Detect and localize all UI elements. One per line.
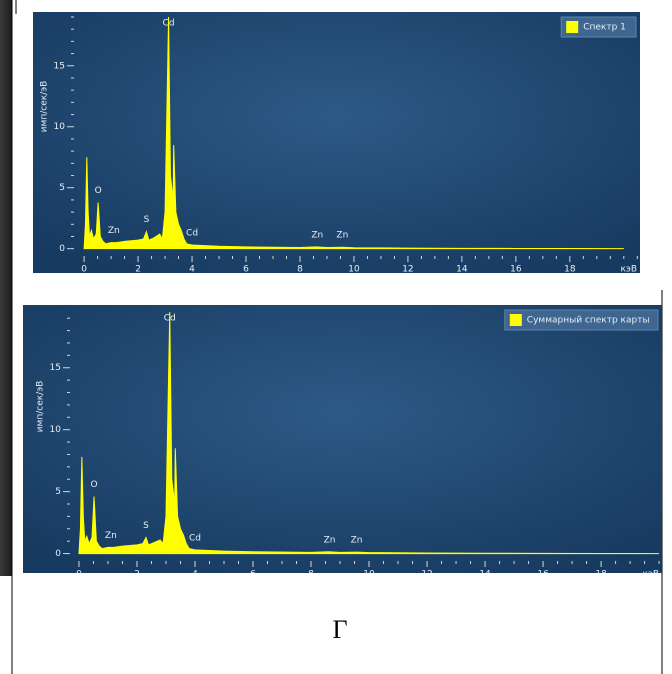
legend-swatch [509, 314, 522, 326]
x-axis-label: кэВ [642, 570, 659, 574]
peak-label: Zn [311, 230, 323, 240]
peak-label: Zn [108, 226, 120, 236]
peak-label: Zn [336, 231, 348, 241]
x-tick-label: 6 [250, 570, 256, 574]
legend-label: Суммарный спектр карты [527, 316, 650, 326]
x-tick-label: 12 [402, 265, 413, 274]
spectrum-panel: 0 5 10 15 0 2 4 6 8 10 12 14 16 18 кэВ имп/сек/эВ O Zn S Cd… [33, 12, 640, 273]
x-tick-label: 14 [479, 570, 491, 574]
x-tick-label: 16 [510, 265, 522, 274]
peak-label: Zn [105, 531, 117, 541]
y-tick-label: 10 [50, 425, 62, 435]
x-tick-label: 0 [76, 570, 82, 574]
legend-label: Спектр 1 [583, 23, 626, 33]
y-tick-label: 15 [50, 363, 61, 373]
peak-label: S [143, 521, 149, 531]
image-strip [0, 0, 12, 576]
x-tick-label: 16 [537, 570, 549, 574]
x-tick-label: 4 [192, 570, 198, 574]
y-axis-label: имп/сек/эВ [40, 81, 50, 133]
y-tick-label: 15 [54, 61, 65, 71]
x-tick-label: 6 [243, 265, 249, 274]
y-tick-label: 5 [59, 183, 65, 193]
caption: Г [332, 615, 348, 644]
peak-label: Cd [189, 533, 201, 543]
x-tick-label: 12 [421, 570, 432, 574]
x-axis-label: кэВ [620, 265, 637, 274]
x-tick-label: 18 [564, 265, 576, 274]
y-axis-label: имп/сек/эВ [36, 381, 46, 433]
x-tick-label: 2 [135, 265, 141, 274]
y-tick-label: 10 [54, 122, 66, 132]
peak-label: Cd [186, 229, 198, 239]
x-tick-label: 14 [456, 265, 468, 274]
legend-box [560, 16, 637, 38]
x-tick-label: 18 [595, 570, 607, 574]
legend-swatch [566, 21, 579, 33]
spectrum-area [78, 311, 660, 555]
x-tick-label: 4 [189, 265, 195, 274]
peak-label: Cd [164, 314, 176, 324]
y-tick-label: 5 [55, 487, 61, 497]
panel-bg [23, 305, 662, 573]
peak-label: O [90, 480, 97, 490]
spectrum-area [83, 16, 624, 250]
x-tick-label: 2 [134, 570, 140, 574]
y-tick-label: 0 [59, 244, 65, 254]
peak-label: S [144, 215, 150, 225]
x-tick-label: 0 [81, 265, 87, 274]
x-tick-label: 8 [308, 570, 314, 574]
x-tick-label: 10 [348, 265, 360, 274]
x-tick-label: 10 [363, 570, 375, 574]
peak-label: Zn [351, 536, 363, 546]
peak-label: Cd [163, 19, 175, 29]
legend-box [504, 309, 659, 331]
spectrum-panel: 0 5 10 15 0 2 4 6 8 10 12 14 16 18 кэВ имп/сек/эВ O Zn S Cd… [23, 305, 662, 573]
panel-bg [33, 12, 640, 273]
peak-label: O [95, 186, 102, 196]
x-tick-label: 8 [297, 265, 303, 274]
peak-label: Zn [324, 535, 336, 545]
y-tick-label: 0 [55, 549, 61, 559]
